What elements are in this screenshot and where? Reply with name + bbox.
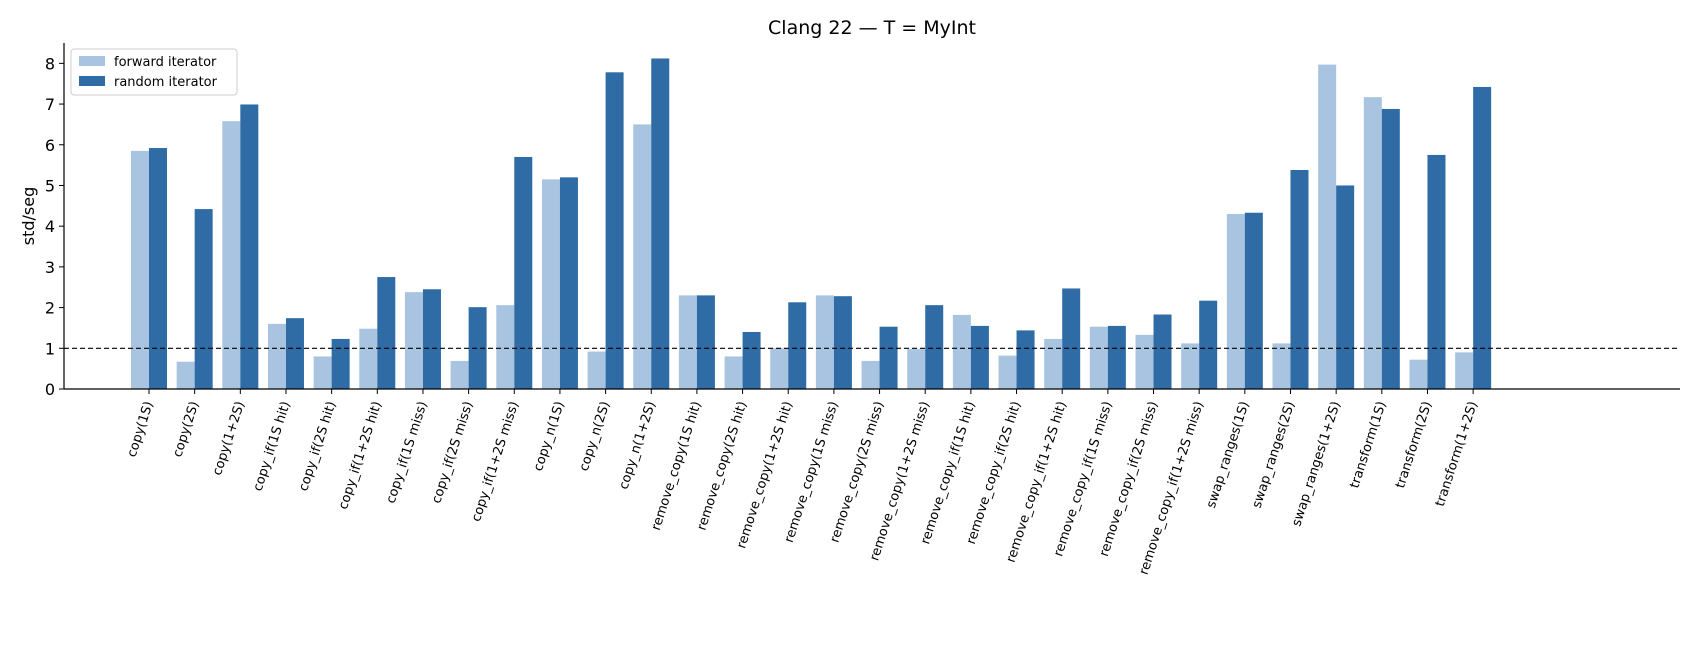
bar [514,156,533,389]
bar [861,360,880,389]
bar [267,323,286,389]
bar [1363,97,1382,389]
x-tick-label: transform(2S) [1393,400,1435,491]
bar [1455,352,1474,389]
y-tick-label: 0 [45,380,55,399]
bar [1199,300,1218,389]
bar [559,177,578,389]
bar [541,179,560,389]
bar [651,58,670,390]
bar [1044,338,1063,389]
bar [377,277,396,389]
x-tick-label: copy_if(2S miss) [429,400,476,506]
bar [815,295,834,389]
bar [1381,108,1400,389]
bar [404,292,423,389]
legend-box [70,48,238,96]
y-tick-label: 6 [45,136,55,155]
x-tick-label: swap_ranges(1+2S) [1289,400,1344,529]
x-tick-label: transform(1S) [1347,400,1389,491]
bar [240,104,259,389]
x-tick-label: remove_copy(1S hit) [649,400,705,533]
y-tick-label: 4 [45,217,55,236]
bar [742,332,761,389]
y-tick-label: 1 [45,339,55,358]
bar [1244,212,1263,389]
x-tick-label: transform(1+2S) [1433,400,1481,509]
bar [678,295,697,389]
bar [724,356,743,389]
bar [788,302,807,389]
bar [998,355,1017,389]
bar [176,361,195,389]
bar [1153,314,1172,389]
bar [1016,330,1035,389]
bar [1107,325,1126,389]
bar [496,305,515,389]
bar [422,289,441,389]
bar [285,318,304,389]
bar [925,305,944,389]
bar [1089,326,1108,389]
bar [1272,343,1291,389]
x-tick-label: copy(1+2S) [210,400,248,478]
x-tick-label: copy(1S) [125,400,157,460]
y-tick-label: 3 [45,258,55,277]
bar [1473,86,1492,390]
y-tick-label: 2 [45,299,55,318]
x-tick-label: copy_if(1S hit) [251,400,294,494]
bar [222,121,241,389]
bar [1226,213,1245,389]
bar [970,325,989,389]
bar [879,326,898,389]
x-tick-label: copy_n(1+2S) [616,400,659,492]
x-tick-label: copy_if(1S miss) [384,400,431,506]
legend-swatch [79,76,105,86]
y-tick-label: 8 [45,54,55,73]
x-tick-label: copy_n(2S) [577,400,614,474]
bar [450,360,469,389]
bar [587,351,606,389]
bar [1135,334,1154,389]
bar [1318,64,1337,389]
bar [907,349,926,389]
bar [1062,288,1081,389]
bar [1181,343,1200,389]
legend-swatch [79,56,105,66]
bar [331,338,350,389]
x-tick-label: swap_ranges(1S) [1204,400,1253,511]
x-tick-label: copy(2S) [170,400,202,460]
x-tick-label: copy_if(1+2S hit) [336,400,385,512]
bar [952,314,971,389]
bar [468,307,487,389]
chart-title: Clang 22 — T = MyInt [768,17,976,39]
legend-label: random iterator [114,75,218,90]
x-tick-label: remove_copy(2S hit) [695,400,751,533]
x-tick-label: copy_if(2S hit) [296,400,339,494]
x-tick-label: copy_n(1S) [531,400,568,474]
y-tick-label: 5 [45,176,55,195]
bar [696,295,715,389]
x-tick-label: swap_ranges(2S) [1250,400,1299,511]
bar [149,148,167,389]
bar [833,296,852,389]
y-tick-label: 7 [45,95,55,114]
bar [1290,170,1309,389]
bar [359,328,378,389]
bar [633,124,652,389]
bar [770,348,789,389]
legend-label: forward iterator [114,55,217,70]
bar [131,150,149,389]
x-tick-label: copy_if(1+2S miss) [469,400,522,524]
bar [194,209,213,389]
y-axis-label: std/seg [19,187,38,246]
bar [313,356,332,389]
bar [605,72,624,390]
bar [1336,185,1355,389]
bar [1409,359,1428,389]
bar [1427,154,1446,389]
